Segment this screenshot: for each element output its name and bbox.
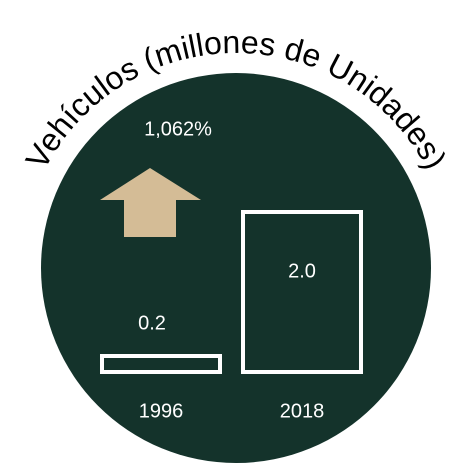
- bar: [241, 210, 363, 374]
- bar: [100, 354, 222, 374]
- value-label: 2.0: [288, 260, 316, 282]
- circle-background: [41, 73, 431, 463]
- x-tick-label: 2018: [280, 400, 325, 422]
- up-arrow: [100, 168, 201, 237]
- annotation: 1,062%: [144, 118, 212, 140]
- value-label: 0.2: [138, 312, 166, 334]
- x-tick-label: 1996: [139, 400, 184, 422]
